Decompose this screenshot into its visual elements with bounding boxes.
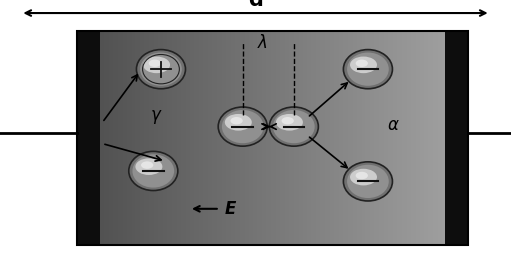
Ellipse shape (347, 52, 389, 86)
Ellipse shape (343, 50, 392, 89)
Ellipse shape (222, 110, 264, 143)
Text: γ: γ (151, 106, 161, 124)
Ellipse shape (276, 114, 303, 130)
Text: d: d (248, 0, 263, 10)
Ellipse shape (140, 52, 182, 86)
Ellipse shape (356, 172, 368, 179)
Ellipse shape (149, 60, 161, 67)
Ellipse shape (143, 57, 170, 73)
Ellipse shape (225, 114, 252, 130)
Text: α: α (388, 116, 399, 134)
Ellipse shape (350, 169, 377, 185)
Ellipse shape (136, 50, 185, 89)
Ellipse shape (356, 60, 368, 67)
Ellipse shape (218, 107, 267, 146)
Ellipse shape (350, 57, 377, 73)
Ellipse shape (230, 117, 243, 124)
Ellipse shape (343, 162, 392, 201)
Ellipse shape (135, 158, 162, 175)
Text: λ: λ (258, 34, 268, 52)
Ellipse shape (282, 117, 294, 124)
Ellipse shape (132, 154, 174, 188)
Ellipse shape (141, 161, 153, 169)
Bar (77, 31, 468, 245)
Ellipse shape (269, 107, 318, 146)
Text: E: E (225, 200, 236, 218)
Ellipse shape (347, 165, 389, 198)
Ellipse shape (129, 151, 178, 191)
Ellipse shape (273, 110, 315, 143)
